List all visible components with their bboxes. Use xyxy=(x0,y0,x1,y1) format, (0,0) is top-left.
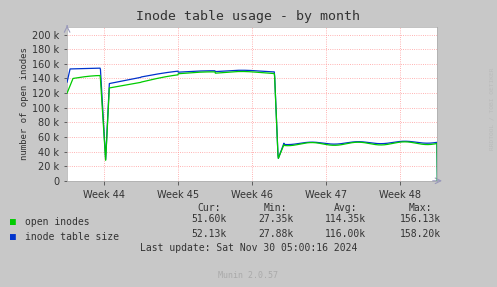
Text: 158.20k: 158.20k xyxy=(400,229,440,239)
Text: Avg:: Avg: xyxy=(333,203,357,213)
Text: Max:: Max: xyxy=(408,203,432,213)
Text: 114.35k: 114.35k xyxy=(325,214,366,224)
Text: ■: ■ xyxy=(10,232,16,242)
Text: ■: ■ xyxy=(10,218,16,227)
Text: Inode table usage - by month: Inode table usage - by month xyxy=(137,10,360,23)
Text: 156.13k: 156.13k xyxy=(400,214,440,224)
Text: Last update: Sat Nov 30 05:00:16 2024: Last update: Sat Nov 30 05:00:16 2024 xyxy=(140,243,357,253)
Y-axis label: number of open inodes: number of open inodes xyxy=(20,48,29,160)
Text: open inodes: open inodes xyxy=(25,218,89,227)
Text: 51.60k: 51.60k xyxy=(191,214,226,224)
Text: Munin 2.0.57: Munin 2.0.57 xyxy=(219,272,278,280)
Text: 52.13k: 52.13k xyxy=(191,229,226,239)
Text: RRDTOOL / TOBI OETIKER: RRDTOOL / TOBI OETIKER xyxy=(489,68,494,150)
Text: 27.35k: 27.35k xyxy=(258,214,293,224)
Text: Min:: Min: xyxy=(264,203,288,213)
Text: 116.00k: 116.00k xyxy=(325,229,366,239)
Text: inode table size: inode table size xyxy=(25,232,119,242)
Text: 27.88k: 27.88k xyxy=(258,229,293,239)
Text: Cur:: Cur: xyxy=(197,203,221,213)
